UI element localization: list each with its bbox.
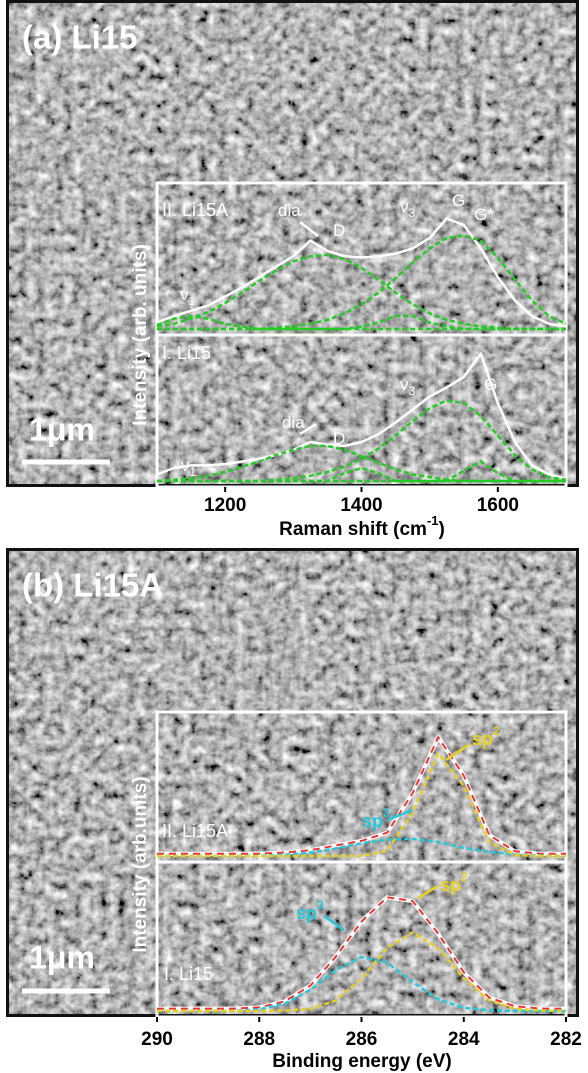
peak-label-part: sp	[296, 903, 317, 923]
peak-label-sub: 1	[189, 294, 196, 308]
fit-curve	[157, 314, 566, 331]
scale-bar-label: 1μm	[29, 411, 95, 447]
x-axis-label-after: )	[439, 519, 445, 540]
peak-label-part: ν	[180, 285, 189, 304]
peak-label-sup: 2	[461, 870, 468, 884]
subplot-label: II. Li15A	[162, 200, 228, 220]
sem-image	[9, 3, 576, 484]
peak-label-sup: 3	[383, 806, 390, 820]
subplot-label: II. Li15A	[162, 821, 228, 841]
x-tick-label: 284	[448, 1029, 480, 1050]
peak-label: sp2	[440, 870, 468, 895]
peak-label-part: ν	[400, 197, 409, 216]
scale-bar-label: 1μm	[29, 939, 95, 975]
fit-curve	[157, 931, 567, 1013]
sem-image	[9, 551, 576, 1014]
peak-label: ν1	[181, 456, 197, 479]
peak-label-part: sp	[472, 729, 493, 749]
peak-label: ν3	[400, 375, 416, 398]
subplot-label: I. Li15	[162, 343, 211, 363]
pointer-arrow	[417, 884, 439, 900]
peak-label: ν1	[180, 285, 196, 308]
x-tick-label: 288	[243, 1029, 275, 1050]
x-tick-label: 290	[141, 1029, 173, 1050]
peak-label: sp2	[472, 724, 500, 749]
x-axis-label-part: Raman shift (cm	[279, 519, 427, 540]
pointer-arrow	[299, 221, 319, 237]
x-tick-label: 1200	[204, 495, 246, 516]
peak-label-sup: 3	[317, 898, 324, 912]
peak-label: G	[452, 191, 465, 210]
peak-label-part: G*	[474, 205, 494, 224]
x-tick-label: 282	[550, 1029, 582, 1050]
spectrum-overlay	[157, 735, 566, 855]
peak-label: G	[484, 375, 497, 394]
peak-label: sp3	[362, 806, 390, 831]
spectrum	[156, 217, 567, 328]
panel-title: (b) Li15A	[22, 567, 163, 604]
peak-label-part: ν	[181, 456, 190, 475]
peak-label-part: D	[333, 221, 345, 240]
peak-label-sub: 3	[409, 384, 416, 398]
fit-curve	[157, 466, 566, 483]
peak-label-part: dia	[278, 201, 301, 220]
pointer-arrow	[387, 808, 413, 822]
fit-curve	[157, 752, 566, 858]
peak-label: sp3	[296, 898, 324, 923]
peak-label-part: ν	[400, 375, 409, 394]
peak-label-part: dia	[282, 413, 305, 432]
x-tick-label: 286	[346, 1029, 378, 1050]
subplot-label: I. Li15	[164, 964, 213, 984]
x-axis-label-sup: -1	[427, 513, 439, 528]
spectrum-overlay	[157, 896, 566, 1010]
pointer-arrow	[445, 742, 471, 762]
peak-label: dia	[282, 413, 305, 432]
peak-label: D	[333, 429, 345, 448]
peak-label-part: sp	[362, 811, 383, 831]
peak-label: dia	[278, 201, 301, 220]
panel-title: (a) Li15	[22, 19, 138, 56]
spectrum	[156, 352, 567, 480]
y-axis-label: Intensity (arb.units)	[130, 776, 151, 952]
peak-label: ν3	[400, 197, 416, 220]
fit-curve	[156, 444, 566, 483]
x-tick-label: 1600	[477, 495, 519, 516]
x-tick-label: 1400	[340, 495, 382, 516]
pointer-arrow	[323, 914, 345, 932]
fit-curve	[156, 253, 566, 331]
x-axis-label-part: Binding energy (eV)	[272, 1051, 451, 1072]
peak-label: G*	[474, 205, 494, 224]
peak-label-part: G	[484, 375, 497, 394]
peak-label-sub: 3	[409, 206, 416, 220]
x-axis-label: Binding energy (eV)	[272, 1051, 451, 1072]
pointer-arrow	[299, 422, 317, 436]
peak-label: D	[333, 221, 345, 240]
x-axis-label: Raman shift (cm-1)	[279, 513, 445, 540]
peak-label-sup: 2	[493, 724, 500, 738]
peak-label-part: G	[452, 191, 465, 210]
y-axis-label: Intensity (arb. units)	[130, 244, 151, 426]
peak-label-part: D	[333, 429, 345, 448]
peak-label-part: sp	[440, 875, 461, 895]
peak-label-sub: 1	[190, 465, 197, 479]
